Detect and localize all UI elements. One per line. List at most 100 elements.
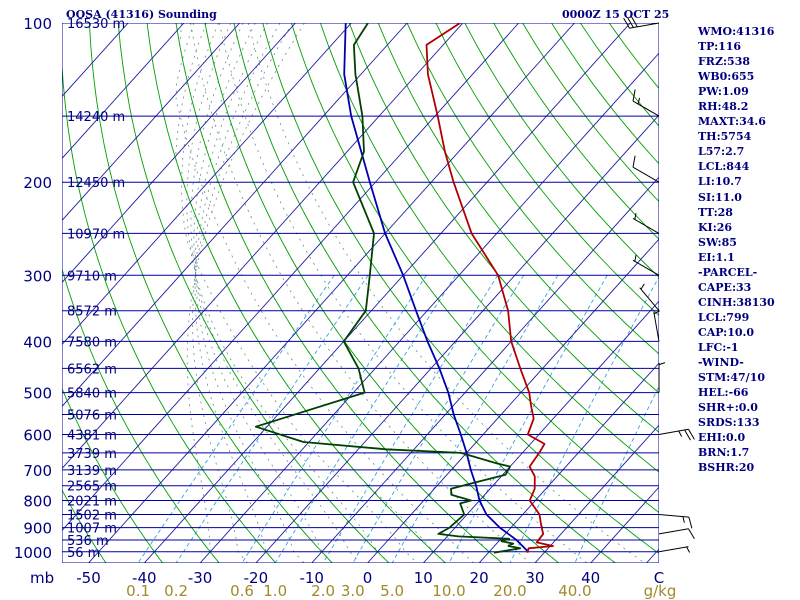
isotherm (62, 23, 464, 470)
stat-item: CAP:10.0 (698, 325, 755, 339)
stat-item: FRZ:538 (698, 55, 751, 69)
height-label: 536 m (67, 534, 109, 549)
height-label: 9710 m (67, 269, 117, 284)
dry-adiabat (204, 23, 559, 563)
pressure-label: 400 (23, 333, 52, 351)
dry-adiabat (146, 23, 446, 563)
pressure-label: 200 (23, 174, 52, 192)
isotherm (62, 23, 241, 222)
height-label: 2565 m (67, 480, 117, 495)
temperature-label: -40 (132, 569, 157, 587)
height-label: 7580 m (67, 335, 117, 350)
stat-item: SHR+:0.0 (698, 401, 758, 415)
moist-adiabat (204, 23, 559, 563)
mixing-ratio-line (574, 385, 659, 563)
stat-item: CAPE:33 (698, 280, 752, 294)
temperature-label: 10 (414, 569, 433, 587)
dry-adiabat (348, 23, 659, 433)
temperature-label: 0 (363, 569, 373, 587)
height-label: 1007 m (67, 522, 117, 537)
mixing-ratio-line (137, 275, 335, 563)
stat-item: EHI:0.0 (698, 431, 746, 445)
mixing-ratio-label: 3.0 (341, 582, 365, 600)
temperature-label: -50 (76, 569, 101, 587)
wind-barb (658, 428, 695, 441)
dry-adiabat (377, 23, 659, 394)
height-label: 8572 m (67, 305, 117, 320)
wind-barb (632, 155, 660, 183)
profiles (254, 23, 554, 554)
stat-item: KI:26 (698, 220, 733, 234)
stat-item: HEL:-66 (698, 386, 749, 400)
moist-adiabat (192, 23, 293, 563)
height-label: 1502 m (67, 509, 117, 524)
height-label: 2021 m (67, 495, 117, 510)
moist-adiabat (175, 23, 446, 563)
pressure-unit: mb (30, 569, 54, 587)
stat-item: -WIND- (698, 356, 744, 370)
isotherm (367, 238, 659, 563)
stat-item: CINH:38130 (698, 295, 775, 309)
moist-adiabat (233, 23, 616, 563)
pressure-label: 300 (23, 267, 52, 285)
stat-item: LFC:-1 (698, 340, 739, 354)
stat-item: WB0:655 (698, 70, 755, 84)
stat-item: TP:116 (698, 40, 742, 54)
stats-panel: WMO:41316 TP:116 FRZ:538 WB0:655 PW:1.09 RH:4… (698, 24, 775, 475)
mixing-ratio-label: 0.6 (230, 582, 254, 600)
temperature-label: -20 (244, 569, 269, 587)
temperature-unit: C (654, 569, 664, 587)
mixing-ratio-label: 0.2 (164, 582, 188, 600)
height-label: 3739 m (67, 447, 117, 462)
moist-adiabat (193, 23, 333, 563)
wind-barb (658, 362, 666, 393)
dry-adiabat (262, 23, 659, 555)
temperature-trace (425, 23, 554, 553)
stat-item: LCL:844 (698, 160, 750, 174)
dry-adiabat (406, 23, 659, 355)
height-label: 5076 m (67, 409, 117, 424)
dry-adiabat (319, 23, 659, 473)
isotherm (143, 23, 631, 563)
height-label: 5840 m (67, 387, 117, 402)
height-label: 14240 m (67, 110, 125, 125)
mixing-ratio-label: 2.0 (311, 582, 335, 600)
mixing-ratio-label: 1.0 (263, 582, 287, 600)
stat-item: TH:5754 (698, 130, 752, 144)
dry-adiabat (62, 489, 107, 563)
stat-item: RH:48.2 (698, 100, 749, 114)
moist-adiabat (175, 23, 475, 563)
mixing-ratio-line (241, 275, 427, 563)
stat-item: LCL:799 (698, 310, 750, 324)
isotherm (422, 300, 659, 563)
temperature-label: 20 (470, 569, 489, 587)
stat-item: PW:1.09 (698, 85, 749, 99)
mixing-ratio-line (391, 275, 559, 563)
isotherm (62, 23, 296, 284)
stat-item: L57:2.7 (698, 145, 745, 159)
isotherm (199, 52, 659, 563)
stat-item: SI:11.0 (698, 190, 742, 204)
pressure-label: 700 (23, 462, 52, 480)
wind-barb (653, 310, 660, 342)
isotherm (534, 424, 659, 563)
axis-labels: 0.1 0.2 0.6 1.0 2.0 3.0 5.0 10.0 20.0 40.0 g/kg100… (14, 15, 677, 600)
temperature-label: -10 (299, 569, 324, 587)
dry-adiabat (291, 23, 659, 514)
stat-item: MAXT:34.6 (698, 115, 766, 129)
dry-adiabat (62, 57, 277, 563)
pressure-label: 1000 (14, 544, 52, 562)
wind-barb (658, 546, 691, 553)
wind-barb (632, 255, 660, 276)
stat-item: BSHR:20 (698, 461, 755, 475)
temperature-label: 30 (525, 569, 544, 587)
mixing-ratio-line (274, 275, 456, 563)
dry-adiabat (88, 23, 333, 563)
height-label: 12450 m (67, 176, 125, 191)
stat-item: TT:28 (698, 205, 733, 219)
stat-item: LI:10.7 (698, 175, 742, 189)
mixing-ratio-line (322, 275, 499, 563)
wind-barbs (623, 16, 695, 553)
temperature-label: 40 (581, 569, 600, 587)
parcel-trace (343, 23, 529, 553)
